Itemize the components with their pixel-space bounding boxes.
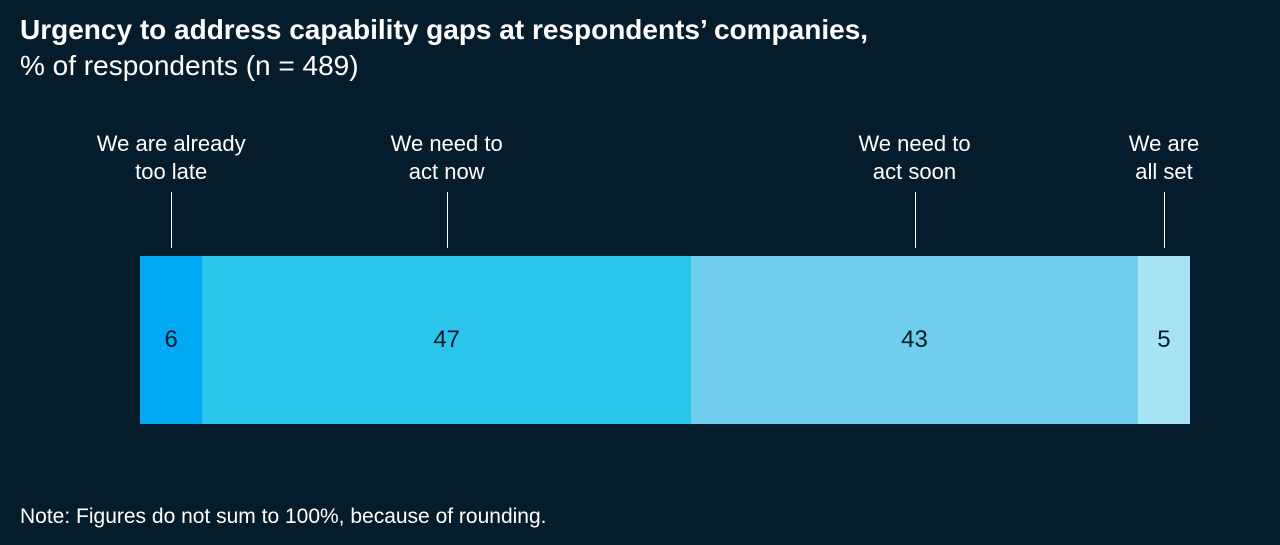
bar-segment-label: We need to act soon	[858, 130, 970, 185]
bar-segment-value: 6	[165, 326, 178, 354]
bar-segment: 43	[691, 256, 1138, 424]
stacked-bar: 6 47 43 5	[140, 256, 1190, 424]
label-tick	[171, 192, 172, 248]
bar-segment: 5	[1138, 256, 1190, 424]
label-tick	[1164, 192, 1165, 248]
label-tick	[447, 192, 448, 248]
bar-segment: 47	[202, 256, 691, 424]
footnote: Note: Figures do not sum to 100%, becaus…	[20, 505, 547, 529]
bar-segment-label: We are all set	[1129, 130, 1200, 185]
bar-chart: We are already too lateWe need to act no…	[140, 0, 1190, 424]
bar-segment: 6	[140, 256, 202, 424]
bar-segment-value: 43	[901, 326, 928, 354]
bar-segment-label: We are already too late	[97, 130, 246, 185]
bar-segment-value: 47	[433, 326, 460, 354]
label-tick	[915, 192, 916, 248]
bar-segment-value: 5	[1157, 326, 1170, 354]
bar-segment-label: We need to act now	[391, 130, 503, 185]
chart-canvas: Urgency to address capability gaps at re…	[0, 0, 1280, 545]
